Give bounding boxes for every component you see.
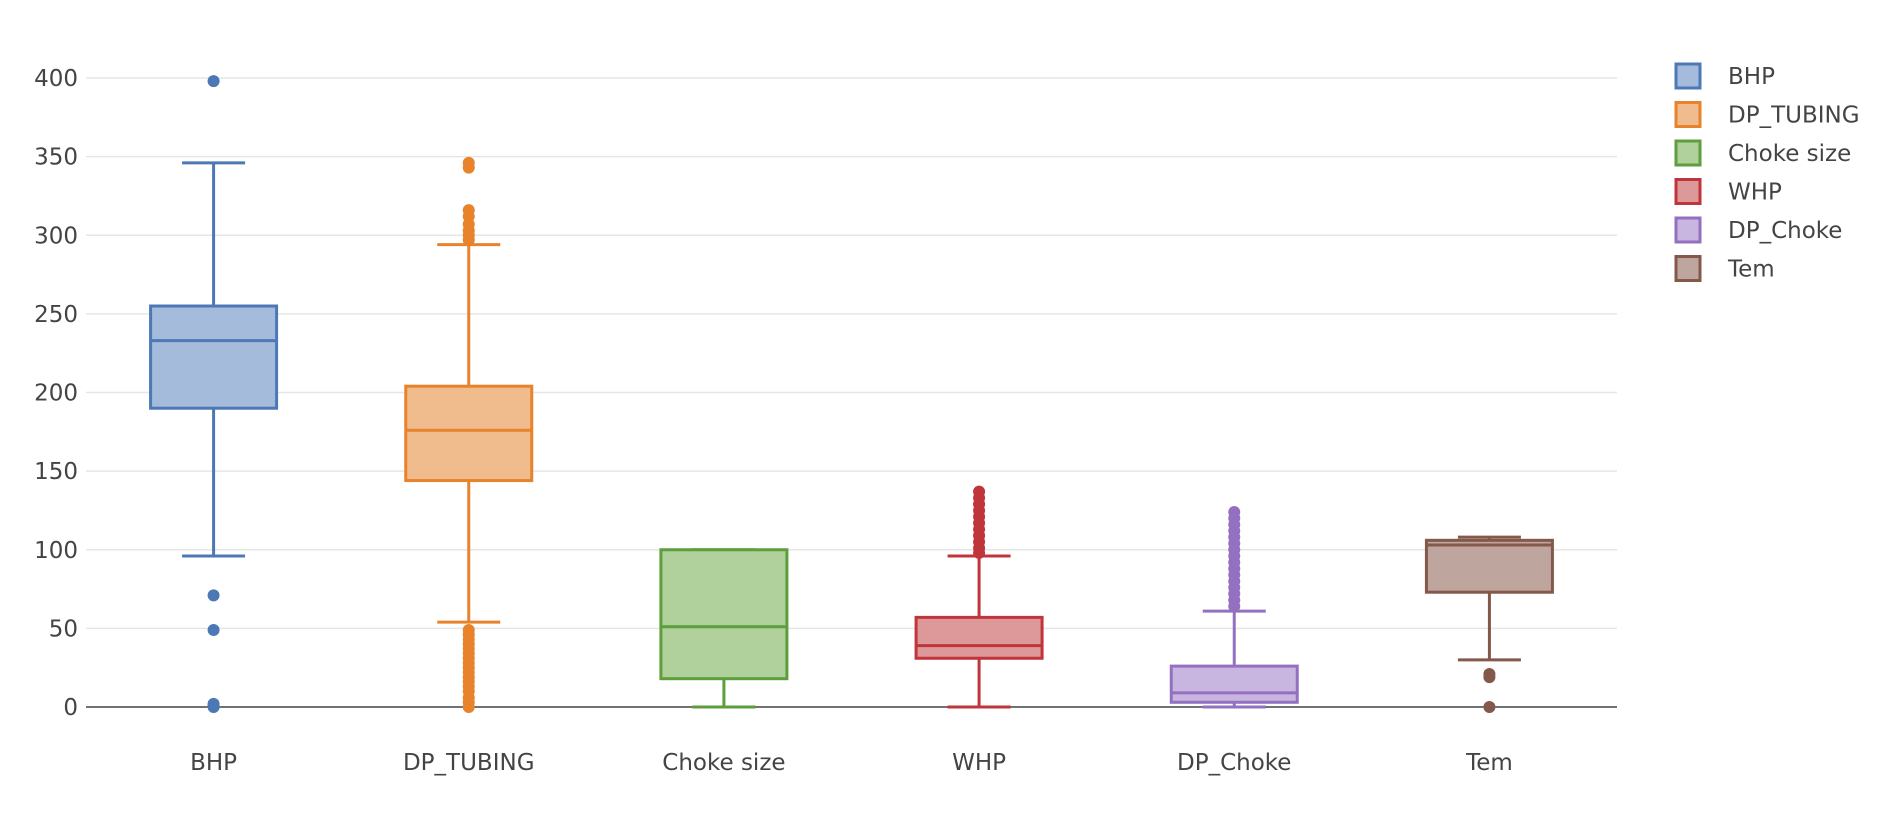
iqr-box (1424, 538, 1554, 594)
y-tick-label: 250 (34, 302, 78, 328)
y-tick-label: 300 (34, 223, 78, 249)
gridlines (86, 77, 1617, 630)
legend-item-choke-size[interactable]: Choke size (1674, 139, 1851, 167)
y-tick-label: 350 (34, 145, 78, 171)
outlier-point (462, 701, 475, 713)
y-tick-label: 400 (34, 66, 78, 92)
y-tick-label: 0 (63, 695, 78, 721)
legend-swatch (1674, 62, 1702, 90)
outlier-point (207, 623, 220, 636)
outlier-point (1483, 671, 1496, 684)
x-tick-label: Choke size (662, 750, 785, 776)
legend-item-whp[interactable]: WHP (1674, 178, 1782, 206)
legend-item-bhp[interactable]: BHP (1674, 62, 1775, 90)
legend-label: BHP (1728, 64, 1775, 90)
outlier-point (1483, 701, 1496, 713)
iqr-box (404, 384, 534, 483)
x-tick-label: DP_TUBING (403, 750, 535, 776)
x-tick-label: Tem (1465, 750, 1513, 776)
legend-swatch (1674, 255, 1702, 282)
legend-swatch (1674, 216, 1702, 244)
x-axis-ticks: BHP DP_TUBING Choke size WHP DP_Choke Tem (190, 750, 1513, 776)
box-series (149, 75, 1554, 713)
iqr-box (914, 615, 1044, 660)
y-axis-ticks: 0 50 100 150 200 250 300 350 400 (34, 66, 78, 721)
legend-swatch (1674, 101, 1702, 128)
outlier-point (207, 75, 220, 88)
legend-swatch (1674, 139, 1702, 167)
legend-item-dp-tubing[interactable]: DP_TUBING (1674, 101, 1860, 129)
iqr-box (659, 548, 789, 681)
x-tick-label: DP_Choke (1177, 750, 1291, 776)
outlier-point (207, 701, 220, 713)
y-tick-label: 200 (34, 381, 78, 407)
box-whp (914, 485, 1044, 709)
iqr-box (149, 304, 279, 410)
box-tem (1424, 535, 1554, 713)
legend-item-tem[interactable]: Tem (1674, 255, 1775, 283)
outlier-point (462, 233, 475, 246)
outlier-point (1228, 600, 1241, 613)
iqr-box (1169, 664, 1299, 704)
box-bhp (149, 75, 279, 713)
legend[interactable]: BHP DP_TUBING Choke size WHP DP_Choke Tem (1674, 62, 1860, 283)
legend-item-dp-choke[interactable]: DP_Choke (1674, 216, 1842, 244)
box-dp-choke (1169, 506, 1299, 709)
box-dp-tubing (404, 156, 534, 713)
y-tick-label: 150 (34, 459, 78, 485)
y-tick-label: 100 (34, 538, 78, 564)
legend-label: Choke size (1728, 141, 1851, 167)
legend-label: WHP (1728, 180, 1782, 206)
x-tick-label: BHP (190, 750, 237, 776)
y-tick-label: 50 (49, 616, 78, 642)
outlier-point (207, 589, 220, 602)
legend-label: Tem (1727, 257, 1775, 283)
legend-label: DP_Choke (1728, 218, 1842, 244)
box-choke-size (659, 548, 789, 709)
legend-label: DP_TUBING (1728, 103, 1860, 129)
x-tick-label: WHP (952, 750, 1006, 776)
outlier-point (973, 546, 986, 559)
outlier-point (462, 161, 475, 174)
legend-swatch (1674, 178, 1702, 205)
